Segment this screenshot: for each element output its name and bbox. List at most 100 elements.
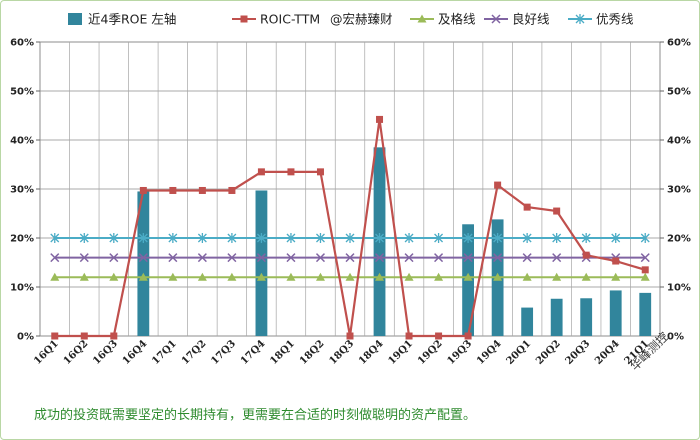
x-marker (227, 253, 237, 263)
legend: 近4季ROE 左轴 ROIC-TTM @宏赫臻财 及格线 良好线 优秀线 (68, 12, 634, 27)
triangle-marker (315, 272, 325, 281)
triangle-marker (227, 272, 237, 281)
star-marker (316, 233, 325, 243)
triangle-marker (434, 272, 444, 281)
triangle-marker (463, 272, 473, 281)
roe-bar (255, 190, 268, 336)
square-marker (376, 115, 384, 123)
series-square (51, 115, 649, 340)
star-marker (79, 233, 89, 243)
y-tick-label-right: 20% (667, 234, 691, 245)
series-triangle (50, 272, 650, 281)
x-tick-label: 16Q3 (91, 338, 120, 367)
x-tick-label: 17Q1 (150, 338, 179, 367)
square-marker (80, 332, 88, 340)
triangle-marker (286, 272, 296, 281)
legend-label: ROIC-TTM (260, 12, 320, 27)
star-marker (611, 233, 621, 243)
square-marker (553, 207, 561, 215)
x-tick-label: 19Q4 (475, 338, 504, 367)
y-tick-label-right: 30% (667, 185, 691, 196)
square-marker (494, 181, 502, 189)
square-marker (240, 15, 248, 23)
x-tick-label: 17Q4 (239, 338, 268, 367)
x-tick-label: 20Q2 (534, 338, 563, 367)
star-marker (286, 233, 296, 243)
roe-bar (521, 307, 534, 336)
x-marker (493, 253, 503, 263)
square-marker (582, 251, 590, 259)
y-axis-right: 0% 10% 20% 30% 40% 50% 60% (660, 38, 691, 343)
x-marker (50, 253, 60, 263)
star-marker (227, 233, 237, 243)
x-tick-label: 16Q1 (32, 338, 61, 367)
star-marker (345, 233, 355, 243)
x-axis: 16Q1 16Q2 16Q3 16Q4 17Q1 17Q2 17Q3 17Q4 18Q1 18Q2… (32, 338, 651, 367)
triangle-marker (79, 272, 89, 281)
x-tick-label: 16Q4 (121, 338, 150, 367)
x-marker (168, 253, 178, 263)
x-marker (552, 253, 562, 263)
triangle-marker (611, 272, 621, 281)
y-tick-label-right: 40% (667, 136, 691, 147)
square-marker (464, 332, 472, 340)
x-marker (522, 253, 532, 263)
triangle-marker (138, 272, 148, 281)
square-marker (316, 168, 324, 176)
x-marker (109, 253, 119, 263)
x-tick-label: 17Q2 (180, 338, 209, 367)
x-tick-label: 19Q3 (446, 338, 475, 367)
x-tick-label: 20Q1 (505, 338, 534, 367)
y-tick-label-left: 20% (10, 234, 34, 245)
y-tick-label-right: 0% (667, 332, 684, 343)
x-marker (197, 253, 207, 263)
star-marker (404, 233, 414, 243)
triangle-marker (493, 272, 503, 281)
star-marker (138, 233, 148, 243)
star-marker (109, 233, 119, 243)
star-marker (463, 233, 473, 243)
y-tick-label-left: 40% (10, 136, 34, 147)
y-tick-label-right: 10% (667, 283, 691, 294)
star-marker (552, 233, 562, 243)
x-tick-label: 20Q4 (593, 338, 622, 367)
x-marker (491, 14, 501, 24)
x-marker (286, 253, 296, 263)
legend-swatch-bar (68, 13, 82, 25)
square-marker (198, 186, 206, 194)
x-tick-label: 17Q3 (209, 338, 238, 367)
y-tick-label-left: 10% (10, 283, 34, 294)
triangle-marker (522, 272, 532, 281)
star-marker (434, 233, 444, 243)
square-marker (346, 332, 354, 340)
x-marker (79, 253, 89, 263)
triangle-marker (197, 272, 207, 281)
x-tick-label: 18Q2 (298, 338, 327, 367)
triangle-marker (417, 14, 427, 23)
y-tick-label-right: 50% (667, 87, 691, 98)
roe-bar (580, 298, 593, 336)
x-marker (374, 253, 385, 263)
y-tick-label-left: 0% (17, 332, 34, 343)
chart-grid (39, 41, 661, 337)
square-marker (405, 332, 413, 340)
star-marker (197, 233, 207, 243)
x-tick-label: 18Q3 (327, 338, 356, 367)
x-tick-label: 20Q3 (564, 338, 593, 367)
star-marker (581, 233, 591, 243)
series-x (50, 253, 650, 263)
star-marker (168, 233, 178, 243)
star-marker (640, 233, 650, 243)
star-marker (375, 233, 384, 243)
triangle-marker (375, 272, 385, 281)
x-marker (315, 253, 326, 263)
x-tick-label: 16Q2 (62, 338, 91, 367)
square-marker (612, 257, 620, 265)
triangle-marker (168, 272, 178, 281)
square-marker (51, 332, 59, 340)
square-marker (523, 203, 531, 211)
series-lines (50, 115, 650, 340)
y-tick-label-right: 60% (667, 38, 691, 49)
star-marker (493, 233, 503, 243)
x-marker (404, 253, 414, 263)
